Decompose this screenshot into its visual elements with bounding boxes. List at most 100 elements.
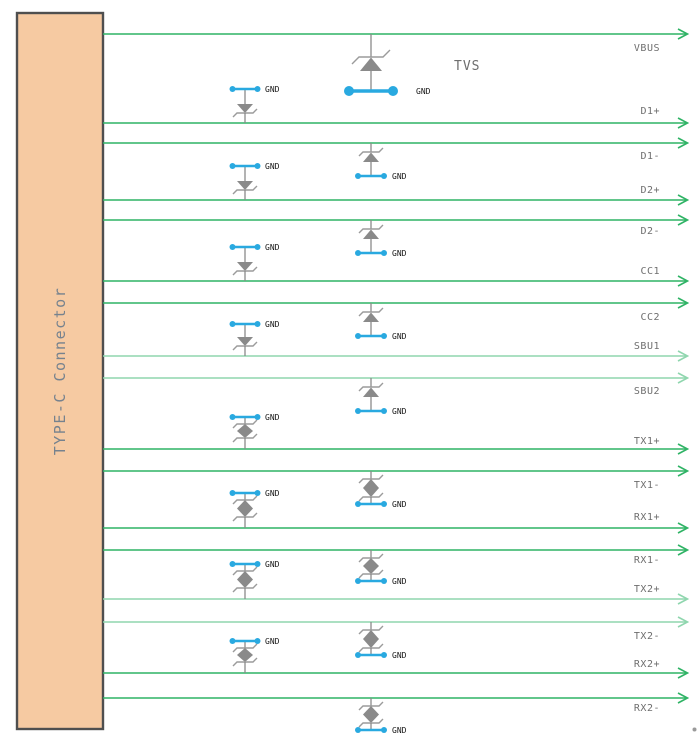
zener-bar-icon	[358, 307, 384, 317]
diode-triangle-icon	[237, 181, 253, 190]
diode-triangle-icon	[237, 648, 253, 662]
net-label-tx1-plus: TX1+	[634, 436, 660, 447]
gnd-dot-icon	[355, 652, 361, 658]
diode-triangle-icon	[237, 104, 253, 113]
tvs-diode-rx1-plus: GND	[229, 489, 280, 528]
gnd-dot-icon	[381, 250, 387, 256]
diode-triangle-icon	[237, 262, 253, 271]
net-tx1-plus: TX1+	[103, 436, 690, 455]
gnd-dot-icon	[254, 414, 261, 420]
gnd-dot-icon	[254, 638, 261, 644]
gnd-label: GND	[416, 87, 431, 96]
tvs-diode-sbu1: GND	[229, 320, 280, 356]
gnd-dot-icon	[229, 163, 236, 169]
gnd-label: GND	[392, 577, 407, 586]
gnd-dot-icon	[355, 408, 361, 414]
net-rx2-minus: RX2-	[103, 692, 690, 714]
gnd-dot-icon	[254, 86, 261, 92]
net-label-d1-minus: D1-	[640, 151, 660, 162]
gnd-dot-icon	[254, 244, 261, 250]
tvs-diode-tx2-minus: GND	[355, 622, 407, 660]
net-arrow-icon-d2-minus	[677, 214, 690, 226]
tvs-diode-tx2-plus: GND	[229, 560, 280, 599]
gnd-label: GND	[265, 243, 280, 252]
net-label-cc1: CC1	[640, 266, 660, 277]
net-arrow-icon-d1-plus	[677, 117, 690, 129]
gnd-label: GND	[265, 85, 280, 94]
diode-triangle-icon	[363, 229, 379, 239]
net-sbu2: SBU2	[103, 372, 690, 397]
diode-triangle-icon	[363, 312, 379, 322]
net-arrow-icon-rx1-plus	[677, 522, 690, 534]
tvs-diode-d2-minus: GND	[355, 220, 407, 258]
tvs-diode-rx2-plus: GND	[229, 637, 280, 673]
gnd-dot-icon	[254, 163, 261, 169]
net-label-sbu2: SBU2	[634, 386, 660, 397]
gnd-dot-icon	[229, 490, 236, 496]
tvs-diode-tx1-plus: GND	[229, 413, 280, 449]
net-arrow-icon-sbu1	[677, 350, 690, 362]
tvs-label: TVS	[454, 59, 480, 74]
diode-triangle-icon	[237, 337, 253, 346]
gnd-dot-icon	[229, 561, 236, 567]
tvs-diode-rx2-minus: GND	[355, 698, 407, 735]
gnd-dot-icon	[344, 86, 354, 96]
gnd-label: GND	[392, 726, 407, 735]
tvs-diode-sbu2: GND	[355, 378, 407, 416]
diode-triangle-icon	[237, 424, 253, 438]
net-arrow-icon-cc2	[677, 297, 690, 309]
net-label-tx2-minus: TX2-	[634, 631, 660, 642]
gnd-dot-icon	[229, 638, 236, 644]
net-arrow-icon-tx1-plus	[677, 443, 690, 455]
net-cc1: CC1	[103, 266, 690, 287]
diode-triangle-icon	[363, 152, 379, 162]
gnd-dot-icon	[355, 578, 361, 584]
gnd-dot-icon	[229, 86, 236, 92]
net-label-tx2-plus: TX2+	[634, 584, 660, 595]
net-arrow-icon-sbu2	[677, 372, 690, 384]
gnd-dot-icon	[381, 578, 387, 584]
diode-triangle-icon	[237, 571, 253, 588]
typec-connector-label: TYPE-C Connector	[51, 287, 69, 456]
gnd-label: GND	[265, 560, 280, 569]
net-arrow-icon-tx2-minus	[677, 616, 690, 628]
gnd-label: GND	[265, 413, 280, 422]
corner-mark-icon	[692, 727, 697, 732]
gnd-label: GND	[392, 249, 407, 258]
net-arrow-icon-cc1	[677, 275, 690, 287]
net-label-cc2: CC2	[640, 312, 660, 323]
net-tx2-minus: TX2-	[103, 616, 690, 642]
tvs-diode-tx1-minus: GND	[355, 471, 407, 509]
net-label-d2-minus: D2-	[640, 226, 660, 237]
zener-bar-icon	[358, 382, 384, 392]
gnd-dot-icon	[254, 561, 261, 567]
tvs-diode-vbus: GND TVS	[344, 34, 480, 96]
diode-triangle-icon	[237, 500, 253, 517]
tvs-diode-d1-minus: GND	[355, 143, 407, 181]
net-label-rx1-plus: RX1+	[634, 512, 660, 523]
net-tx2-plus: TX2+	[103, 584, 690, 605]
net-arrow-icon-tx2-plus	[677, 593, 690, 605]
net-arrow-icon-rx2-plus	[677, 667, 690, 679]
gnd-dot-icon	[229, 321, 236, 327]
net-rx2-plus: RX2+	[103, 659, 690, 679]
zener-bar-icon	[351, 49, 391, 65]
gnd-dot-icon	[355, 501, 361, 507]
diode-triangle-icon	[363, 558, 379, 574]
gnd-dot-icon	[229, 244, 236, 250]
gnd-label: GND	[392, 172, 407, 181]
net-arrow-icon-rx1-minus	[677, 544, 690, 556]
net-sbu1: SBU1	[103, 341, 690, 362]
net-cc2: CC2	[103, 297, 690, 323]
net-label-rx2-minus: RX2-	[634, 703, 660, 714]
gnd-dot-icon	[355, 173, 361, 179]
net-label-rx2-plus: RX2+	[634, 659, 660, 670]
gnd-label: GND	[265, 162, 280, 171]
gnd-dot-icon	[381, 652, 387, 658]
net-label-vbus: VBUS	[634, 43, 660, 54]
net-label-tx1-minus: TX1-	[634, 480, 660, 491]
tvs-diode-cc1: GND	[229, 243, 280, 281]
diode-triangle-icon	[363, 630, 379, 648]
gnd-dot-icon	[229, 414, 236, 420]
